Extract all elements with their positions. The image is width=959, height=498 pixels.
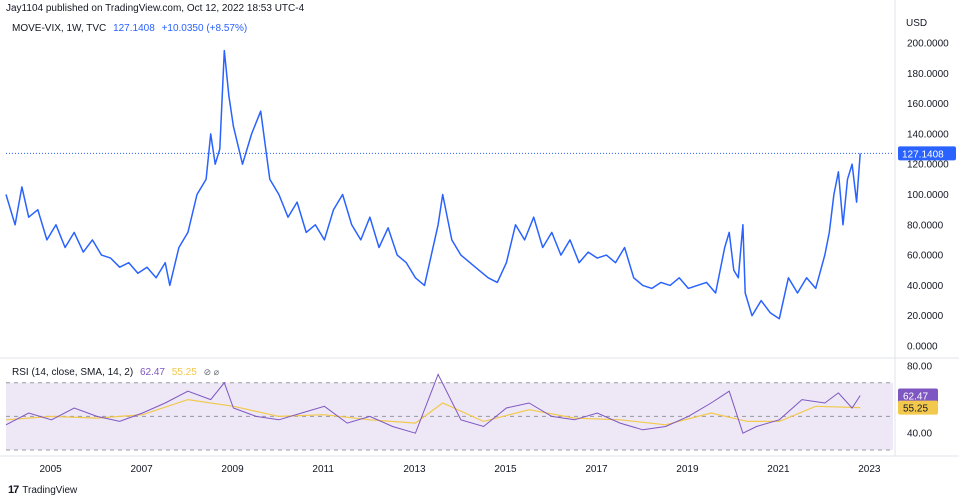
x-tick-label: 2017 <box>585 464 608 475</box>
series-line-rsi <box>5 373 861 434</box>
y-tick-label: 120.0000 <box>907 160 949 171</box>
series-line-sma <box>5 398 861 426</box>
brand[interactable]: 17 TradingView <box>8 484 77 496</box>
published-header: Jay1104 published on TradingView.com, Oc… <box>6 3 305 14</box>
y-tick-label: 100.0000 <box>907 190 949 201</box>
x-tick-label: 2021 <box>767 464 790 475</box>
sma-value-label: 55.25 <box>903 404 928 415</box>
x-tick-label: 2009 <box>221 464 244 475</box>
series-line-move-vix <box>5 49 861 320</box>
rsi-legend[interactable]: RSI (14, close, SMA, 14, 2) 62.47 55.25 … <box>12 367 219 378</box>
y-tick-label: 80.0000 <box>907 220 944 231</box>
main-pane: 200.0000 180.0000 160.0000 140.0000 120.0000… <box>5 39 956 353</box>
x-tick-label: 2011 <box>312 464 334 475</box>
y-tick-label: 140.0000 <box>907 129 949 140</box>
x-axis: 2005 2007 2009 2011 2013 2015 2017 2019 2021 2023 <box>39 464 880 475</box>
last-price-badge <box>898 146 956 161</box>
symbol-label: MOVE-VIX, 1W, TVC <box>12 23 107 34</box>
y-tick-label: 160.0000 <box>907 99 949 110</box>
tradingview-logo-icon: 17 <box>8 484 19 496</box>
last-price-label: 127.1408 <box>902 149 944 160</box>
y-tick-label: 40.0000 <box>907 281 944 292</box>
indicator-icons[interactable]: ⊘ ⌀ <box>203 367 220 377</box>
sma-value: 55.25 <box>171 367 197 378</box>
rsi-pane: 80.00 40.00 62.47 55.25 <box>5 362 938 451</box>
x-tick-label: 2023 <box>858 464 881 475</box>
y-tick-label: 180.0000 <box>907 69 949 80</box>
rsi-label: RSI (14, close, SMA, 14, 2) <box>12 367 134 378</box>
currency-label: USD <box>906 18 927 29</box>
y-tick-label: 200.0000 <box>907 39 949 50</box>
x-tick-label: 2015 <box>494 464 517 475</box>
x-tick-label: 2005 <box>39 464 62 475</box>
y-tick-label: 20.0000 <box>907 311 944 322</box>
main-legend[interactable]: MOVE-VIX, 1W, TVC 127.1408 +10.0350 (+8.… <box>12 23 247 34</box>
rsi-value: 62.47 <box>139 367 165 378</box>
x-tick-label: 2007 <box>130 464 153 475</box>
rsi-value-label: 62.47 <box>903 391 928 402</box>
x-tick-label: 2013 <box>403 464 426 475</box>
sma-value-badge <box>898 400 938 415</box>
y-tick-label: 60.0000 <box>907 251 944 262</box>
rsi-y-tick-label: 80.00 <box>907 362 932 373</box>
rsi-y-tick-label: 40.00 <box>907 429 932 440</box>
rsi-value-badge <box>898 388 938 403</box>
change-value: +10.0350 (+8.57%) <box>161 23 248 34</box>
last-value: 127.1408 <box>113 23 155 34</box>
brand-name: TradingView <box>22 484 78 496</box>
x-tick-label: 2019 <box>676 464 699 475</box>
y-tick-label: 0.0000 <box>907 342 938 353</box>
